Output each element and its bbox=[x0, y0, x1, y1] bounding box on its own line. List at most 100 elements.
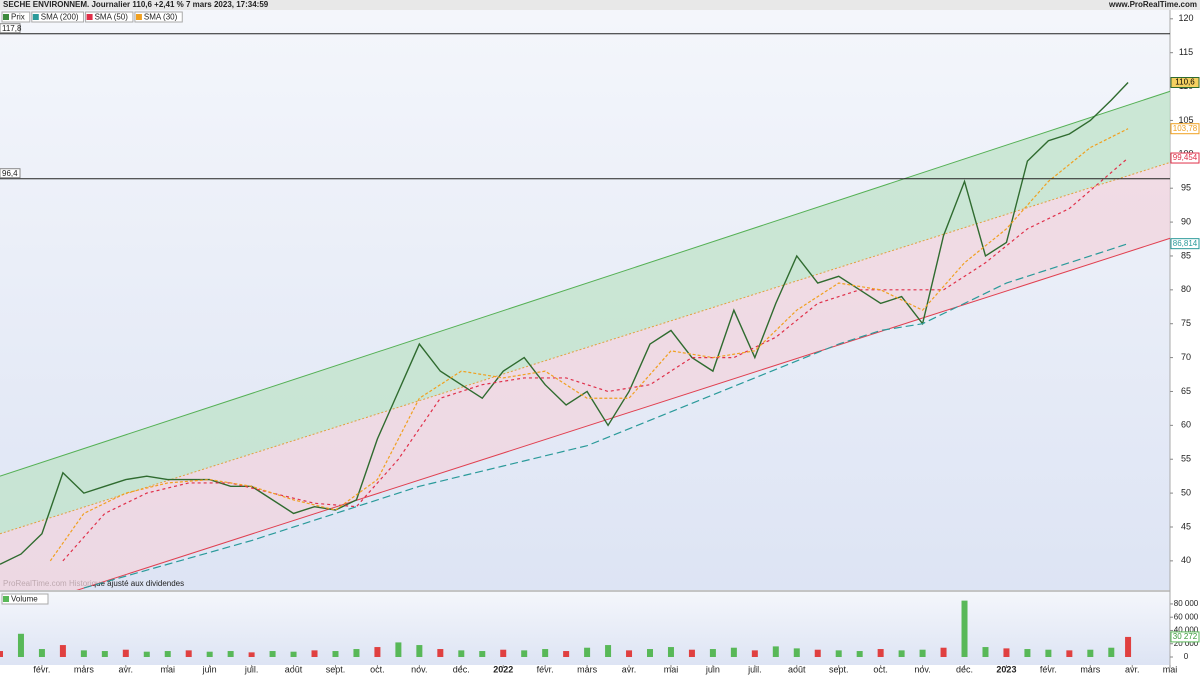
volume-bar bbox=[80, 650, 87, 657]
y-tick-label: 70 bbox=[1181, 352, 1191, 362]
volume-bar bbox=[269, 651, 276, 657]
volume-bar bbox=[751, 650, 758, 657]
legend-swatch bbox=[3, 14, 9, 20]
volume-y-tick-label: 0 bbox=[1184, 652, 1189, 661]
volume-bar bbox=[290, 651, 297, 657]
volume-bar bbox=[1087, 649, 1094, 657]
x-tick-label: mars bbox=[577, 664, 597, 674]
level-label-box bbox=[0, 168, 21, 179]
volume-bar bbox=[709, 649, 716, 657]
volume-bar bbox=[437, 649, 444, 657]
channel-upper bbox=[0, 90, 1170, 477]
volume-bar bbox=[982, 647, 989, 657]
volume-bar bbox=[1066, 650, 1073, 657]
y-tick-label: 105 bbox=[1178, 115, 1193, 125]
title: SECHE ENVIRONNEM. Journalier 110,6 +2,41… bbox=[3, 0, 269, 9]
volume-bar bbox=[122, 649, 129, 657]
y-tick-label: 85 bbox=[1181, 250, 1191, 260]
volume-last-label: 30 272 bbox=[1173, 632, 1198, 641]
volume-last-box bbox=[1170, 631, 1200, 643]
volume-bar bbox=[38, 649, 45, 657]
legend-label: SMA (30) bbox=[144, 13, 178, 22]
x-tick-label: août bbox=[788, 664, 806, 674]
legend-swatch bbox=[32, 14, 39, 20]
x-tick-label: avr. bbox=[622, 664, 637, 674]
volume-bar bbox=[584, 647, 591, 657]
volume-bar bbox=[667, 647, 674, 657]
x-tick-label: avr. bbox=[119, 664, 134, 674]
y-tick-label: 50 bbox=[1181, 487, 1191, 497]
legend-box bbox=[1, 11, 31, 23]
x-tick-label: févr. bbox=[537, 664, 554, 674]
volume-bar bbox=[877, 649, 884, 657]
volume-y-tick-label: 60 000 bbox=[1174, 612, 1199, 621]
volume-bar bbox=[772, 646, 779, 657]
volume-bar bbox=[542, 649, 549, 657]
volume-bar bbox=[961, 600, 968, 657]
volume-bar bbox=[1003, 648, 1010, 657]
y-tick-label: 115 bbox=[1179, 47, 1193, 57]
volume-bar bbox=[521, 650, 528, 657]
volume-legend-label: Volume bbox=[11, 595, 38, 604]
x-tick-label: oct. bbox=[873, 664, 888, 674]
last-value-box bbox=[1170, 152, 1200, 164]
volume-y-tick-label: 20 000 bbox=[1174, 639, 1199, 648]
volume-bar bbox=[248, 652, 255, 657]
volume-bar bbox=[856, 651, 863, 657]
y-tick-label: 95 bbox=[1181, 183, 1191, 193]
volume-y-tick-label: 80 000 bbox=[1174, 599, 1199, 608]
x-tick-label: 2022 bbox=[493, 664, 513, 674]
volume-y-tick-label: 40 000 bbox=[1174, 626, 1199, 635]
x-tick-label: mai bbox=[1163, 664, 1178, 674]
volume-bar bbox=[227, 651, 234, 657]
volume-bar bbox=[647, 649, 653, 657]
last-value-box bbox=[1170, 238, 1200, 250]
channel-lower bbox=[76, 237, 1170, 590]
volume-bar bbox=[500, 649, 507, 657]
level-label-box bbox=[0, 23, 21, 34]
last-value-label: 110,6 bbox=[1175, 78, 1195, 87]
volume-legend-swatch bbox=[3, 596, 9, 602]
volume-bar bbox=[626, 650, 633, 657]
legend-box bbox=[85, 11, 134, 23]
y-tick-label: 40 bbox=[1181, 555, 1191, 565]
last-value-label: 86,814 bbox=[1173, 239, 1198, 248]
y-tick-label: 80 bbox=[1181, 284, 1191, 294]
x-tick-label: févr. bbox=[33, 664, 50, 674]
legend-label: Prix bbox=[11, 13, 25, 22]
x-tick-label: juil. bbox=[244, 664, 259, 674]
y-tick-label: 75 bbox=[1181, 318, 1191, 328]
volume-bar bbox=[479, 651, 486, 657]
x-tick-label: nov. bbox=[411, 664, 427, 674]
volume-bar bbox=[374, 647, 381, 657]
level-label: 117,8 bbox=[2, 24, 22, 33]
legend-box bbox=[134, 11, 183, 23]
legend-label: SMA (200) bbox=[41, 13, 79, 22]
x-tick-label: 2023 bbox=[996, 664, 1016, 674]
x-tick-label: juin bbox=[705, 664, 720, 674]
channel-upper-fill bbox=[0, 91, 1170, 534]
x-tick-label: sept. bbox=[829, 664, 849, 674]
y-tick-label: 90 bbox=[1181, 216, 1191, 226]
x-tick-label: juil. bbox=[747, 664, 762, 674]
last-value-label: 103,78 bbox=[1173, 124, 1198, 133]
x-tick-label: mai bbox=[664, 664, 679, 674]
legend-label: SMA (50) bbox=[95, 13, 129, 22]
channel-middle bbox=[0, 161, 1170, 535]
y-tick-label: 55 bbox=[1181, 454, 1191, 464]
volume-bar bbox=[164, 651, 171, 657]
volume-bar bbox=[353, 649, 360, 657]
volume-legend-box bbox=[1, 593, 49, 605]
series-line bbox=[0, 82, 1129, 565]
last-value-label: 99,454 bbox=[1173, 153, 1198, 162]
volume-bar bbox=[0, 651, 3, 657]
x-tick-label: févr. bbox=[1040, 664, 1057, 674]
volume-bar bbox=[1125, 636, 1132, 657]
y-tick-label: 60 bbox=[1181, 420, 1191, 430]
volume-bar bbox=[793, 648, 800, 657]
x-tick-label: mars bbox=[1080, 664, 1100, 674]
volume-bar bbox=[605, 645, 612, 657]
x-tick-label: sept. bbox=[326, 664, 346, 674]
